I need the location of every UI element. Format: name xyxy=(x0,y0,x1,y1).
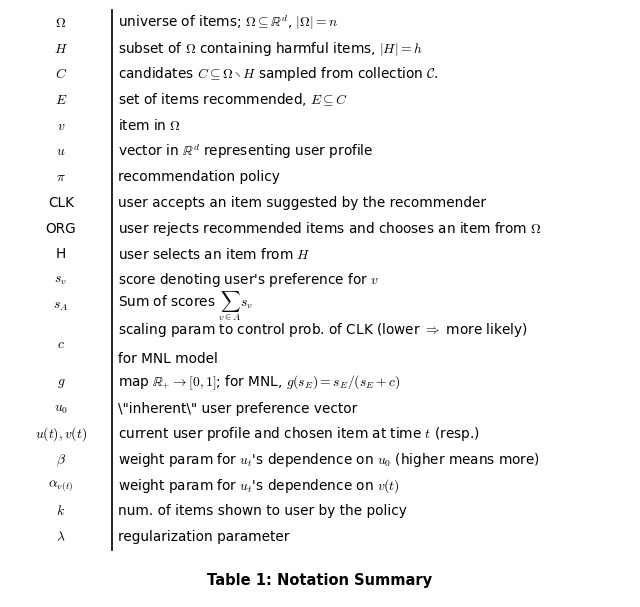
Text: set of items recommended, $E \subseteq C$: set of items recommended, $E \subseteq C… xyxy=(118,92,349,109)
Text: item in $\Omega$: item in $\Omega$ xyxy=(118,118,181,133)
Text: $C$: $C$ xyxy=(54,67,67,81)
Text: $\lambda$: $\lambda$ xyxy=(56,530,65,544)
Text: $s_A$: $s_A$ xyxy=(53,299,68,313)
Text: $g$: $g$ xyxy=(56,376,65,390)
Text: $u(t), v(t)$: $u(t), v(t)$ xyxy=(35,426,87,443)
Text: H: H xyxy=(56,247,66,261)
Text: Sum of scores $\sum_{v \in A} s_v$: Sum of scores $\sum_{v \in A} s_v$ xyxy=(118,289,253,323)
Text: $u_0$: $u_0$ xyxy=(54,402,68,416)
Text: user selects an item from $H$: user selects an item from $H$ xyxy=(118,247,311,262)
Text: ORG: ORG xyxy=(45,222,76,236)
Text: $E$: $E$ xyxy=(54,93,67,107)
Text: subset of $\Omega$ containing harmful items, $|H| = h$: subset of $\Omega$ containing harmful it… xyxy=(118,39,423,58)
Text: CLK: CLK xyxy=(48,196,74,210)
Text: candidates $C \subseteq \Omega \setminus H$ sampled from collection $\mathcal{C}: candidates $C \subseteq \Omega \setminus… xyxy=(118,66,439,83)
Text: Table 1: Notation Summary: Table 1: Notation Summary xyxy=(207,572,433,588)
Text: $v$: $v$ xyxy=(56,119,65,133)
Text: map $\mathbb{R}_{+} \rightarrow [0, 1]$; for MNL, $g(s_E) = s_E/(s_E + c)$: map $\mathbb{R}_{+} \rightarrow [0, 1]$;… xyxy=(118,373,401,392)
Text: vector in $\mathbb{R}^{d}$ representing user profile: vector in $\mathbb{R}^{d}$ representing … xyxy=(118,142,374,161)
Text: \"inherent\" user preference vector: \"inherent\" user preference vector xyxy=(118,402,358,416)
Text: universe of items; $\Omega \subseteq \mathbb{R}^{d}$, $|\Omega| = n$: universe of items; $\Omega \subseteq \ma… xyxy=(118,13,339,32)
Text: user rejects recommended items and chooses an item from $\Omega$: user rejects recommended items and choos… xyxy=(118,220,542,237)
Text: $k$: $k$ xyxy=(56,504,65,518)
Text: score denoting user's preference for $v$: score denoting user's preference for $v$ xyxy=(118,271,380,289)
Text: num. of items shown to user by the policy: num. of items shown to user by the polic… xyxy=(118,504,407,518)
Text: $u$: $u$ xyxy=(56,144,65,158)
Text: current user profile and chosen item at time $t$ (resp.): current user profile and chosen item at … xyxy=(118,426,480,443)
Text: weight param for $u_t$'s dependence on $v(t)$: weight param for $u_t$'s dependence on $… xyxy=(118,477,400,495)
Text: for MNL model: for MNL model xyxy=(118,351,218,365)
Text: $c$: $c$ xyxy=(57,337,65,351)
Text: scaling param to control prob. of CLK (lower $\Rightarrow$ more likely): scaling param to control prob. of CLK (l… xyxy=(118,321,528,339)
Text: regularization parameter: regularization parameter xyxy=(118,530,290,544)
Text: $s_v$: $s_v$ xyxy=(54,273,67,287)
Text: $\beta$: $\beta$ xyxy=(56,452,66,467)
Text: $\Omega$: $\Omega$ xyxy=(55,16,67,30)
Text: $H$: $H$ xyxy=(54,41,68,56)
Text: $\alpha_{v(t)}$: $\alpha_{v(t)}$ xyxy=(48,478,74,493)
Text: $\pi$: $\pi$ xyxy=(56,170,66,184)
Text: recommendation policy: recommendation policy xyxy=(118,170,280,184)
Text: user accepts an item suggested by the recommender: user accepts an item suggested by the re… xyxy=(118,196,486,210)
Text: weight param for $u_t$'s dependence on $u_0$ (higher means more): weight param for $u_t$'s dependence on $… xyxy=(118,451,540,469)
